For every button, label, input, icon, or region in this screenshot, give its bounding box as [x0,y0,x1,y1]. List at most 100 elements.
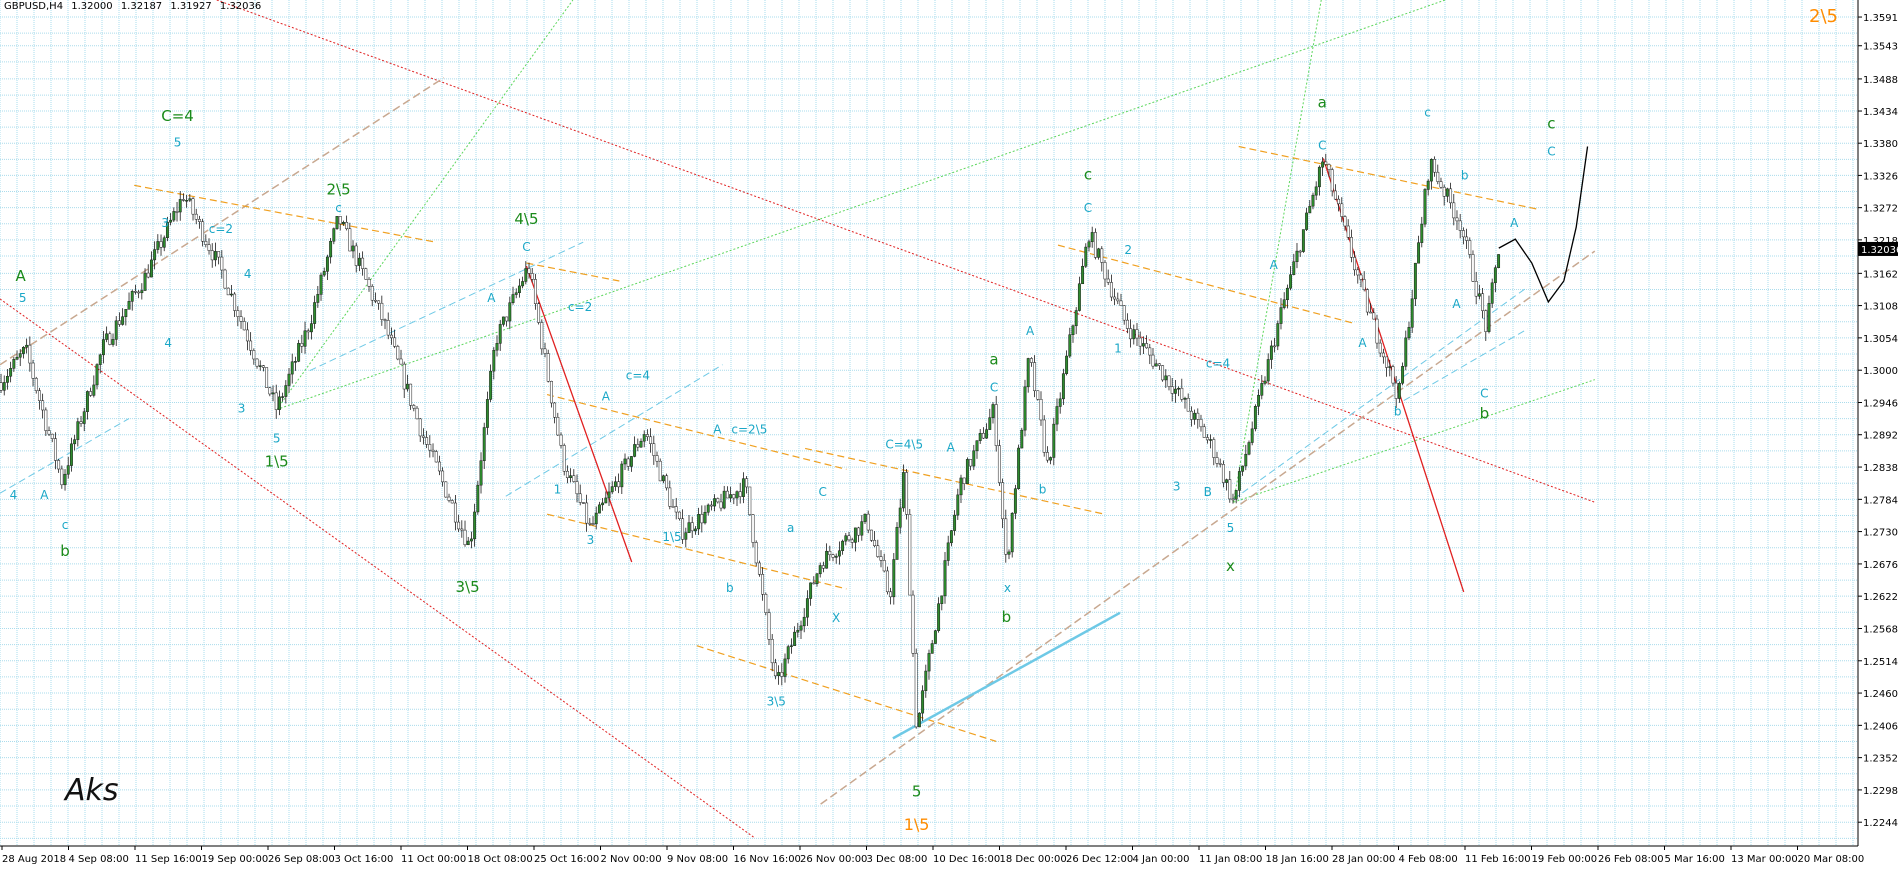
candle-body [95,364,99,386]
candle-body [364,268,368,280]
candle-body [60,468,64,486]
candle-body [853,527,857,543]
candle [108,331,112,346]
candle [169,213,173,226]
candle-body [1164,375,1168,381]
candle [786,644,790,664]
candle [1215,451,1219,468]
candle [425,430,429,449]
candle-body [63,473,67,486]
candle [66,456,70,479]
candle [1404,330,1408,371]
candle [1333,184,1337,201]
candle-body [1125,319,1129,329]
candle-body [2,382,6,391]
candle-body [351,245,355,252]
candle [629,455,633,472]
candle [770,634,774,672]
time-tick-label: 3 Dec 08:00 [867,854,928,865]
candle [1314,181,1318,201]
wave-label-cyan: 4 [164,336,172,350]
candle [818,562,822,578]
wave-label-green: 4\5 [514,210,538,228]
candle [585,494,589,532]
time-tick-label: 13 Mar 00:00 [1731,854,1798,865]
time-tick-label: 3 Oct 16:00 [335,854,394,865]
candle-body [594,512,598,525]
candle [319,272,323,301]
ohlc-low: 1.31927 [170,1,212,12]
candle [1084,243,1088,268]
candle [44,407,48,436]
candle [927,649,931,680]
candle-body [876,545,880,557]
candle-body [485,399,489,428]
candle-body [1026,358,1030,388]
wave-label-cyan: 2 [1124,243,1132,257]
candle [639,438,643,448]
candle-body [537,303,541,323]
candle [956,488,960,520]
candle-body [825,550,829,569]
candle-body [373,299,377,302]
candle [306,328,310,340]
candle-body [869,529,873,541]
candle [780,663,784,686]
candle-body [284,385,288,397]
candle [133,284,137,295]
candle [117,312,121,327]
candle-body [1266,359,1270,382]
candle-body [706,504,710,513]
candle [978,429,982,444]
time-axis: 28 Aug 2018 4 Sep 08:00 11 Sep 16:00 19 Sep… [0,845,1898,872]
candle-body [1065,355,1069,374]
candle-body [1337,198,1341,205]
candle [1407,321,1411,341]
channel-line-orange [546,513,847,590]
current-price-tag [1858,241,1898,256]
candle [885,566,889,595]
candle [879,550,883,568]
candle-body [661,475,665,482]
candle [690,516,694,539]
candle [959,474,963,504]
time-tick-label: 20 Mar 08:00 [1798,854,1865,865]
candle-body [191,198,195,215]
candle [431,443,435,458]
candle-body [959,477,963,496]
candle [597,501,601,514]
candle [114,316,118,346]
candle-body [1385,356,1389,368]
candle [866,510,870,534]
time-tick-label: 11 Oct 00:00 [401,854,466,865]
candle-body [220,256,224,271]
candle [159,234,163,256]
candle-body [213,251,217,261]
candle-body [607,491,611,499]
wave-label-cyan: 5 [19,291,27,305]
trendline-green-dotted [1233,379,1595,503]
price-tick-label: 1.22988 [1863,786,1898,797]
candle [1205,434,1209,444]
candle-body [204,241,208,245]
candle [748,486,752,516]
candle [1001,478,1005,529]
candle-body [658,460,662,482]
candle-body [901,472,905,509]
wave-label-cyan: C [990,381,998,395]
candle-body [585,502,589,524]
candle-body [981,432,985,439]
candle-body [1375,318,1379,344]
price-tick-label: 1.33805 [1863,139,1898,150]
candle-body [1356,269,1360,276]
candle-body [572,475,576,482]
candle [1439,177,1443,189]
candle-body [162,237,166,248]
candle-body [613,481,617,487]
candle-body [1452,202,1456,219]
time-tick-label: 11 Feb 16:00 [1465,854,1531,865]
candle [188,194,192,203]
candle-body [665,475,669,489]
candle-body [377,300,381,304]
